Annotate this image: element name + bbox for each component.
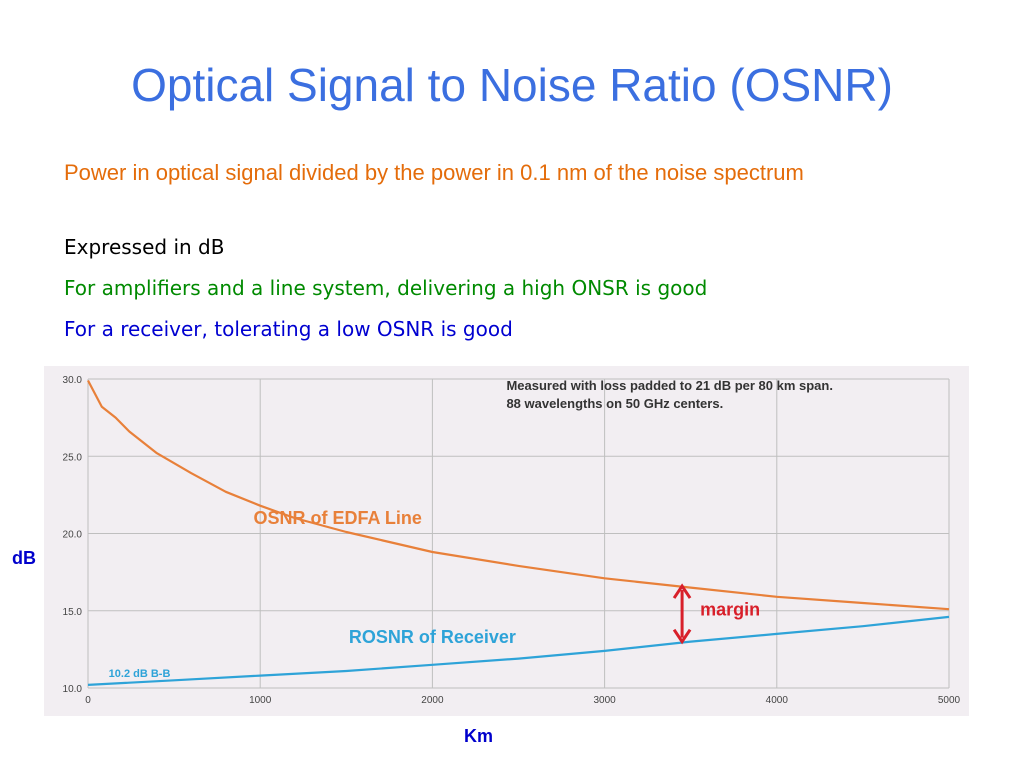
bullet-receiver: For a receiver, tolerating a low OSNR is…	[64, 317, 513, 341]
osnr-chart: 10.0 15.0 20.0 25.0 30.0 0 1000 2000 3000 4000 500…	[63, 375, 961, 706]
y-axis-label: dB	[12, 548, 36, 568]
x-tick-label: 1000	[249, 695, 272, 706]
y-tick-label: 20.0	[63, 530, 83, 541]
x-axis-label: Km	[464, 726, 494, 746]
y-tick-label: 30.0	[63, 375, 83, 386]
bullet-amplifiers: For amplifiers and a line system, delive…	[64, 276, 708, 300]
slide-title: Optical Signal to Noise Ratio (OSNR)	[131, 59, 893, 111]
bullet-power-definition: Power in optical signal divided by the p…	[64, 160, 804, 185]
chart-panel: 10.0 15.0 20.0 25.0 30.0 0 1000 2000 3000 4000 500…	[44, 366, 969, 716]
bullet-expressed-in-db: Expressed in dB	[64, 235, 225, 259]
measurement-note: 88 wavelengths on 50 GHz centers.	[506, 396, 723, 411]
margin-label: margin	[700, 599, 760, 619]
margin-arrow-head-up	[672, 583, 692, 599]
measurement-note: Measured with loss padded to 21 dB per 8…	[506, 378, 833, 393]
bb-label: 10.2 dB B-B	[109, 668, 171, 680]
margin-arrow-head-down	[672, 628, 692, 645]
y-tick-label: 25.0	[63, 452, 83, 463]
y-tick-label: 15.0	[63, 607, 83, 618]
rosnr-receiver-series	[87, 615, 950, 686]
osnr-edfa-line-series	[87, 379, 950, 611]
x-tick-label: 3000	[593, 695, 616, 706]
x-tick-label: 2000	[421, 695, 444, 706]
y-tick-label: 10.0	[63, 684, 83, 695]
osnr-series-label: OSNR of EDFA Line	[254, 508, 422, 528]
x-tick-label: 5000	[938, 695, 961, 706]
x-tick-label: 0	[85, 695, 91, 706]
x-tick-label: 4000	[766, 695, 789, 706]
rosnr-series-label: ROSNR of Receiver	[349, 627, 516, 647]
